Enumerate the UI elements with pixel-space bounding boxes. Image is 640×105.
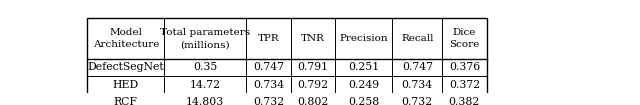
Text: 0.792: 0.792 — [298, 80, 329, 90]
Text: 0.251: 0.251 — [348, 62, 380, 72]
Text: 0.258: 0.258 — [348, 97, 380, 105]
Text: 0.732: 0.732 — [402, 97, 433, 105]
Text: 0.747: 0.747 — [402, 62, 433, 72]
Text: Recall: Recall — [401, 34, 433, 43]
Text: 14.72: 14.72 — [189, 80, 221, 90]
Text: 0.734: 0.734 — [402, 80, 433, 90]
Text: Precision: Precision — [340, 34, 388, 43]
Text: 0.35: 0.35 — [193, 62, 218, 72]
Text: 14.803: 14.803 — [186, 97, 225, 105]
Text: 0.802: 0.802 — [298, 97, 329, 105]
Text: 0.372: 0.372 — [449, 80, 480, 90]
Text: 0.732: 0.732 — [253, 97, 284, 105]
Text: HED: HED — [113, 80, 139, 90]
Text: 0.376: 0.376 — [449, 62, 480, 72]
Text: Total parameters
(millions): Total parameters (millions) — [160, 28, 250, 49]
Text: TNR: TNR — [301, 34, 325, 43]
Bar — [88, 18, 486, 105]
Text: 0.734: 0.734 — [253, 80, 284, 90]
Text: 0.382: 0.382 — [449, 97, 480, 105]
Text: 0.747: 0.747 — [253, 62, 284, 72]
Text: DefectSegNet: DefectSegNet — [88, 62, 164, 72]
Text: 0.791: 0.791 — [298, 62, 329, 72]
Text: Dice
Score: Dice Score — [449, 28, 479, 49]
Text: 0.249: 0.249 — [348, 80, 380, 90]
Text: Model
Architecture: Model Architecture — [93, 28, 159, 49]
Text: RCF: RCF — [114, 97, 138, 105]
Text: TPR: TPR — [258, 34, 279, 43]
